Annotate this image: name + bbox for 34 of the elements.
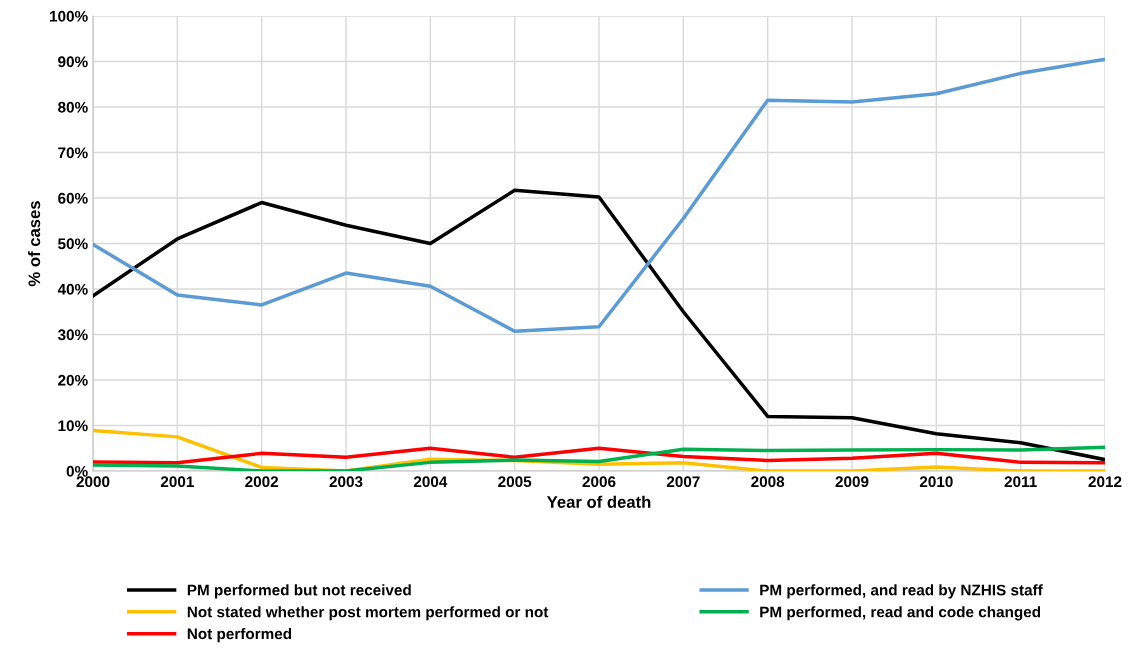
y-tick-label: 0% bbox=[66, 465, 88, 477]
y-tick-label: 30% bbox=[57, 329, 88, 341]
x-tick-label: 2006 bbox=[582, 476, 616, 488]
x-tick-label: 2000 bbox=[76, 476, 110, 488]
x-tick-label: 2008 bbox=[751, 476, 785, 488]
y-tick-label: 40% bbox=[57, 283, 88, 295]
x-axis-title: Year of death bbox=[546, 495, 651, 508]
y-tick-label: 50% bbox=[58, 238, 88, 250]
y-tick-label: 100% bbox=[50, 10, 88, 22]
y-axis-title: % of cases bbox=[27, 201, 41, 287]
x-tick-label: 2002 bbox=[245, 476, 279, 488]
legend-label: PM performed but not received bbox=[187, 584, 411, 599]
legend-label: Not performed bbox=[187, 628, 292, 643]
x-tick-label: 2004 bbox=[413, 476, 448, 488]
legend-label: PM performed, and read by NZHIS staff bbox=[760, 584, 1043, 599]
x-tick-label: 2001 bbox=[160, 476, 194, 488]
y-tick-label: 90% bbox=[58, 56, 88, 68]
y-tick-label: 20% bbox=[58, 374, 88, 386]
y-tick-label: 60% bbox=[58, 192, 88, 204]
x-tick-label: 2011 bbox=[1004, 476, 1037, 488]
x-tick-label: 2009 bbox=[835, 476, 869, 488]
legend-label: Not stated whether post mortem performed or not bbox=[187, 606, 549, 621]
y-tick-label: 70% bbox=[58, 147, 88, 159]
line-series bbox=[93, 188, 1105, 462]
y-tick-label: 10% bbox=[58, 420, 88, 432]
x-tick-label: 2007 bbox=[666, 476, 700, 488]
y-tick-label: 80% bbox=[58, 101, 88, 113]
x-tick-label: 2003 bbox=[329, 476, 363, 488]
x-tick-label: 2010 bbox=[919, 476, 953, 488]
line-series bbox=[93, 57, 1105, 334]
x-tick-label: 2012 bbox=[1088, 476, 1122, 488]
legend-label: PM performed, read and code changed bbox=[760, 606, 1041, 621]
line-series bbox=[93, 446, 1105, 465]
x-tick-label: 2005 bbox=[498, 476, 532, 488]
